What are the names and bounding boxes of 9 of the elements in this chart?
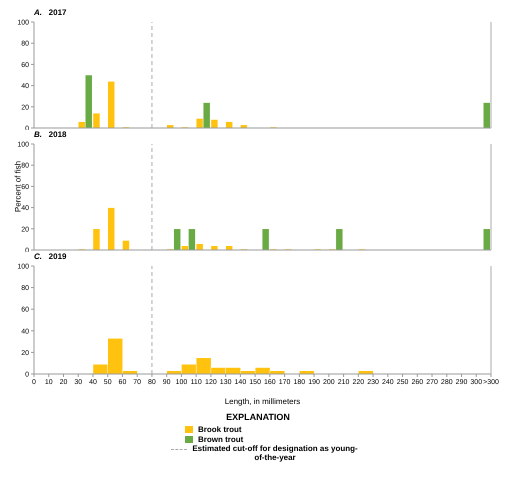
legend-label: Brook trout [197, 424, 243, 434]
chart-title: C. 2019 [34, 252, 68, 262]
chart-title: A. 2017 [34, 8, 68, 18]
legend-label: Brown trout [197, 434, 244, 444]
legend-label: Estimated cut-off for designation as young-of-the-year [191, 444, 359, 462]
legend-title: EXPLANATION [225, 412, 291, 422]
x-axis-title: Length, in millimeters [224, 397, 300, 406]
chart-title: B. 2018 [34, 130, 68, 140]
y-axis-title: Percent of fish [14, 160, 22, 214]
